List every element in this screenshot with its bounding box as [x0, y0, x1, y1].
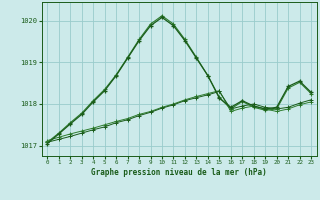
- X-axis label: Graphe pression niveau de la mer (hPa): Graphe pression niveau de la mer (hPa): [91, 168, 267, 177]
